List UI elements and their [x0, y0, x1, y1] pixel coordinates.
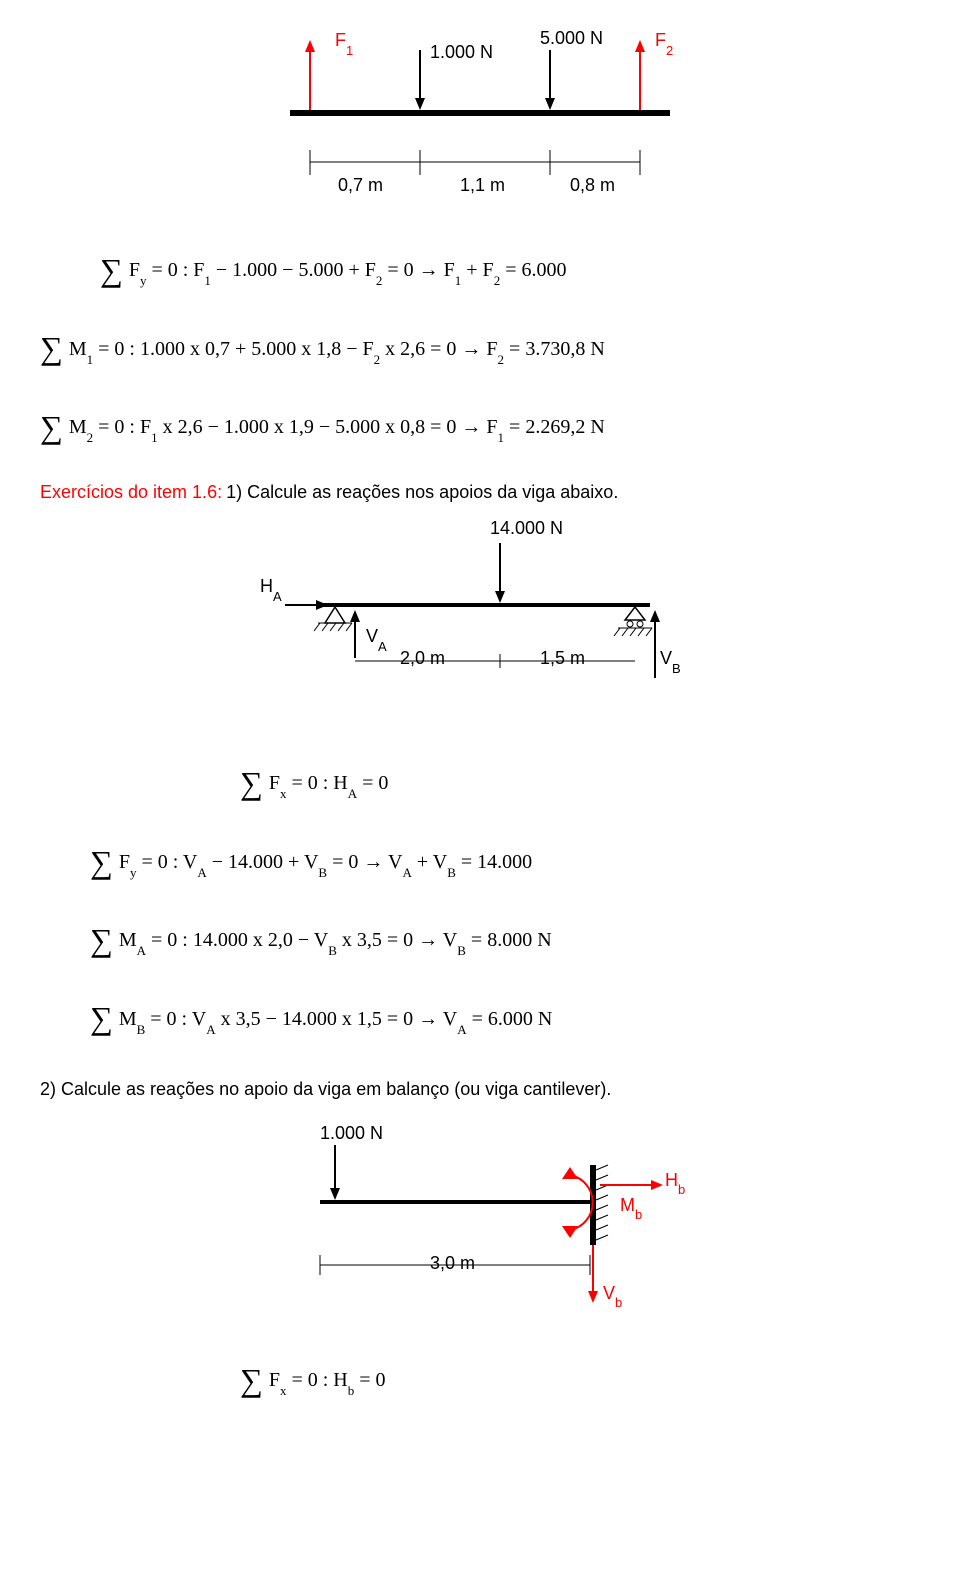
label-5000n: 5.000 N — [540, 28, 603, 49]
equations-block-3: ∑ Fx = 0 : Hb = 0 — [40, 1345, 920, 1415]
dim-15m: 1,5 m — [540, 648, 585, 669]
eq2-ma: ∑ MA = 0 : 14.000 x 2,0 − VB x 3,5 = 0 →… — [90, 905, 920, 975]
sigma-icon: ∑ — [90, 827, 113, 897]
diagram-2: HA VA 14.000 N VB 2,0 m 1,5 m — [240, 518, 720, 718]
eq1-fy: ∑ Fy = 0 : F1 − 1.000 − 5.000 + F2 = 0 →… — [100, 235, 920, 305]
beam-diagram-2-svg — [240, 518, 720, 718]
sigma-icon: ∑ — [90, 905, 113, 975]
sigma-icon: ∑ — [100, 235, 123, 305]
label-ha: HA — [260, 576, 282, 600]
eq2-fy: ∑ Fy = 0 : VA − 14.000 + VB = 0 → VA + V… — [90, 827, 920, 897]
label-1000n-cant: 1.000 N — [320, 1123, 383, 1144]
dim-11m: 1,1 m — [460, 175, 505, 196]
exercise-prompt-1: Exercícios do item 1.6: 1) Calcule as re… — [40, 482, 920, 503]
eq3-fx: ∑ Fx = 0 : Hb = 0 — [240, 1345, 920, 1415]
exercise-prompt-2: 2) Calcule as reações no apoio da viga e… — [40, 1079, 920, 1100]
sigma-icon: ∑ — [240, 748, 263, 818]
label-hb: Hb — [665, 1170, 685, 1194]
label-1000n: 1.000 N — [430, 42, 493, 63]
label-f2: F2 — [655, 30, 673, 54]
sigma-icon: ∑ — [40, 392, 63, 462]
dim-08m: 0,8 m — [570, 175, 615, 196]
cantilever-diagram-svg — [260, 1125, 700, 1315]
prompt-red-text: Exercícios do item 1.6: — [40, 482, 222, 502]
dim-20m: 2,0 m — [400, 648, 445, 669]
sigma-icon: ∑ — [90, 983, 113, 1053]
eq2-fx: ∑ Fx = 0 : HA = 0 — [240, 748, 920, 818]
eq1-m1: ∑ M1 = 0 : 1.000 x 0,7 + 5.000 x 1,8 − F… — [40, 313, 920, 383]
equations-block-1: ∑ Fy = 0 : F1 − 1.000 − 5.000 + F2 = 0 →… — [40, 235, 920, 462]
sigma-icon: ∑ — [240, 1345, 263, 1415]
equations-block-2: ∑ Fx = 0 : HA = 0 ∑ Fy = 0 : VA − 14.000… — [40, 748, 920, 1054]
dim-07m: 0,7 m — [338, 175, 383, 196]
diagram-1: F1 1.000 N 5.000 N F2 0,7 m 1,1 m 0,8 m — [240, 30, 720, 205]
eq1-m2: ∑ M2 = 0 : F1 x 2,6 − 1.000 x 1,9 − 5.00… — [40, 392, 920, 462]
dim-30m: 3,0 m — [430, 1253, 475, 1274]
sigma-icon: ∑ — [40, 313, 63, 383]
label-vb: VB — [660, 648, 681, 672]
label-14000n: 14.000 N — [490, 518, 563, 539]
label-mb: Mb — [620, 1195, 642, 1219]
label-f1: F1 — [335, 30, 353, 54]
label-vb-cant: Vb — [603, 1283, 622, 1307]
label-va: VA — [366, 626, 387, 650]
diagram-3: 1.000 N Hb Mb Vb 3,0 m — [260, 1125, 700, 1315]
prompt-black-text: 1) Calcule as reações nos apoios da viga… — [226, 482, 618, 502]
eq2-mb: ∑ MB = 0 : VA x 3,5 − 14.000 x 1,5 = 0 →… — [90, 983, 920, 1053]
